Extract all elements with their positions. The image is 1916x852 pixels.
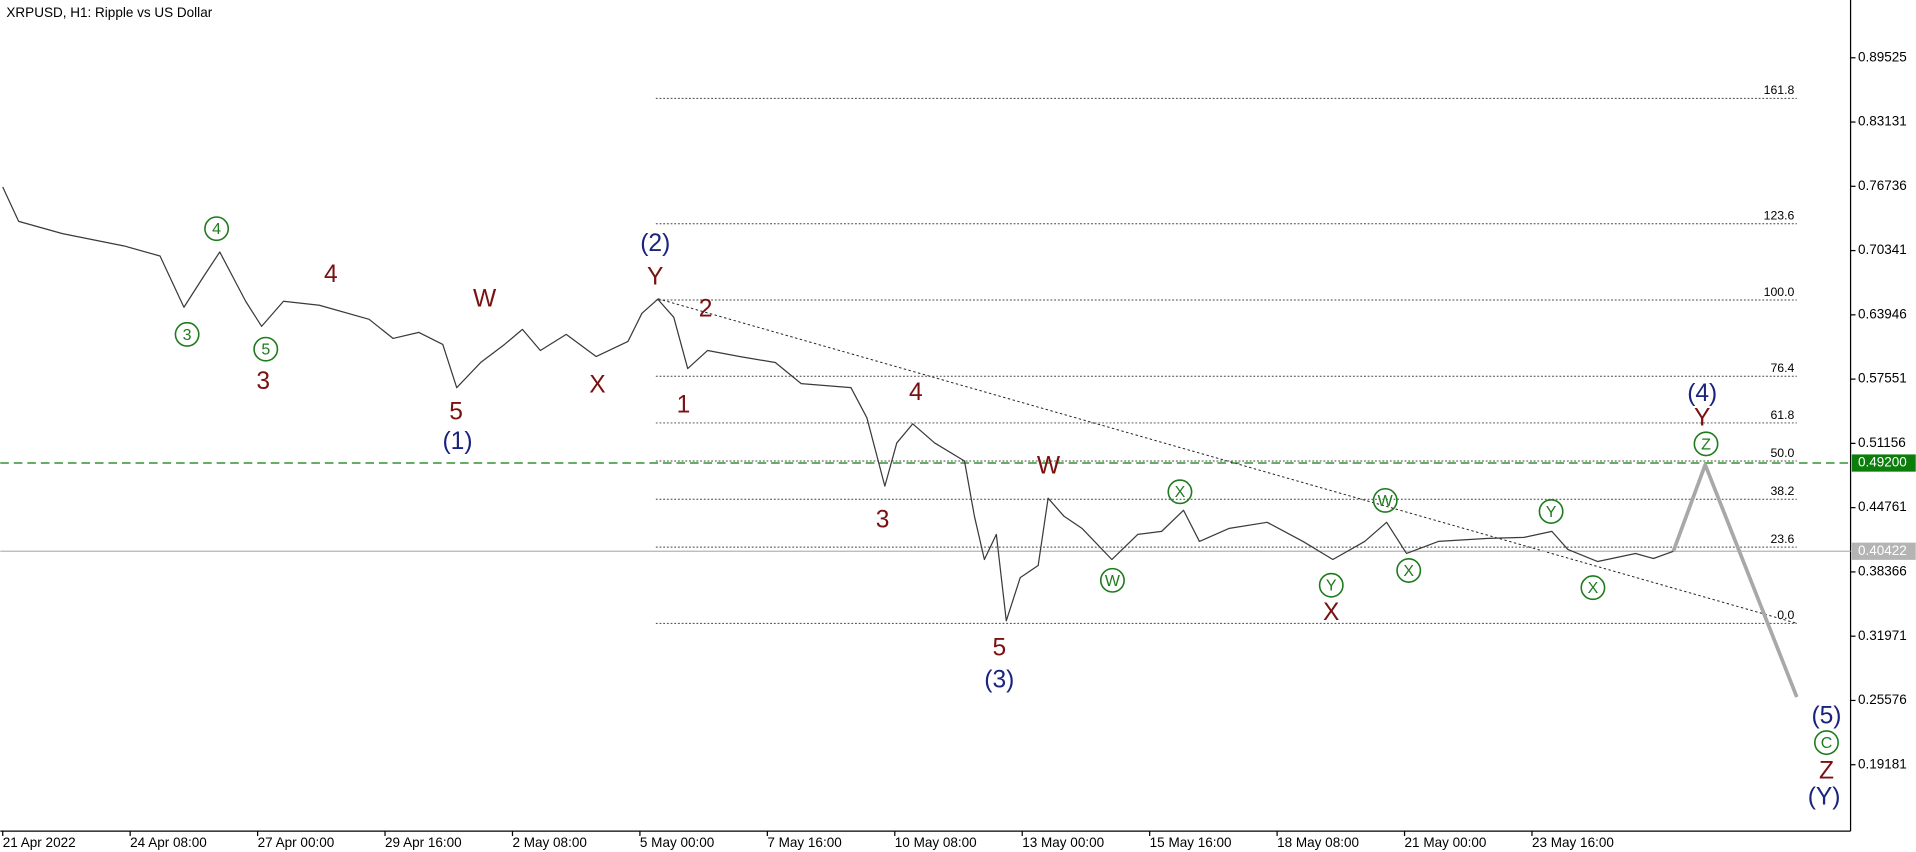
wave-label: (2) xyxy=(640,230,670,257)
wave-circle xyxy=(1396,557,1422,583)
fib-label: 38.2 xyxy=(1770,484,1794,498)
wave-label: 1 xyxy=(677,391,691,418)
y-tick-label: 0.57551 xyxy=(1858,371,1907,386)
fib-label: 123.6 xyxy=(1764,209,1795,223)
wave-label: Y xyxy=(1694,405,1710,432)
y-tick-label: 0.63946 xyxy=(1858,306,1907,321)
x-tick-label: 15 May 16:00 xyxy=(1150,835,1232,850)
y-tick-label: 0.51156 xyxy=(1858,435,1906,450)
wave-label: W xyxy=(1105,573,1121,590)
fib-label: 76.4 xyxy=(1770,361,1794,375)
x-tick-label: 7 May 16:00 xyxy=(767,835,841,850)
wave-circle xyxy=(1167,479,1193,505)
wave-circle xyxy=(1318,572,1344,598)
y-tick-label: 0.76736 xyxy=(1858,178,1907,193)
wave-label: X xyxy=(1588,580,1599,597)
y-tick-label: 0.44761 xyxy=(1858,499,1907,514)
wave-label: 3 xyxy=(876,507,890,534)
x-tick-label: 5 May 00:00 xyxy=(640,835,714,850)
y-tick-label: 0.89525 xyxy=(1858,49,1907,64)
y-tick-label: 0.38366 xyxy=(1858,563,1907,578)
x-tick-label: 2 May 08:00 xyxy=(512,835,586,850)
price-box xyxy=(1851,454,1916,472)
price-box-label: 0.40422 xyxy=(1858,543,1907,558)
fib-label: 23.6 xyxy=(1770,532,1794,546)
wave-label: W xyxy=(1378,493,1394,510)
wave-label: (5) xyxy=(1811,702,1841,729)
fib-label: 61.8 xyxy=(1770,408,1794,422)
x-tick-label: 29 Apr 16:00 xyxy=(385,835,462,850)
wave-label: X xyxy=(1403,563,1414,580)
wave-label: 4 xyxy=(909,379,923,406)
wave-label: Z xyxy=(1701,436,1711,453)
wave-circle xyxy=(204,216,230,242)
wave-label: 4 xyxy=(324,261,338,288)
x-tick-label: 21 Apr 2022 xyxy=(3,835,76,850)
wave-circle xyxy=(1538,498,1564,524)
wave-label: W xyxy=(473,285,497,312)
x-tick-label: 10 May 08:00 xyxy=(895,835,977,850)
price-box xyxy=(1851,542,1916,560)
wave-label: (3) xyxy=(984,667,1014,694)
price-box-label: 0.49200 xyxy=(1858,455,1907,470)
price-series xyxy=(2,186,1674,622)
x-tick-label: 27 Apr 00:00 xyxy=(258,835,335,850)
wave-label: 5 xyxy=(992,635,1006,662)
x-tick-label: 23 May 16:00 xyxy=(1532,835,1614,850)
wave-label: (4) xyxy=(1687,380,1717,407)
wave-circle xyxy=(174,321,200,347)
wave-label: X xyxy=(1175,484,1186,501)
wave-label: Y xyxy=(647,263,663,290)
chart-title: XRPUSD, H1: Ripple vs US Dollar xyxy=(6,5,212,20)
x-tick-label: 21 May 00:00 xyxy=(1405,835,1487,850)
wave-label: C xyxy=(1821,735,1833,752)
wave-circle xyxy=(1372,487,1398,513)
wave-circle xyxy=(1813,730,1839,756)
wave-label: (Y) xyxy=(1808,783,1841,810)
price-series xyxy=(1671,462,1799,698)
fib-label: 0.0 xyxy=(1777,608,1794,622)
x-tick-label: 18 May 08:00 xyxy=(1277,835,1359,850)
fib-label: 161.8 xyxy=(1764,83,1795,97)
wave-circle xyxy=(253,336,279,362)
x-tick-label: 24 Apr 08:00 xyxy=(130,835,207,850)
trend-line xyxy=(657,298,1797,624)
wave-label: 3 xyxy=(183,327,192,344)
y-tick-label: 0.83131 xyxy=(1858,114,1907,129)
wave-label: X xyxy=(1323,599,1339,626)
wave-label: 5 xyxy=(261,342,270,359)
wave-label: Y xyxy=(1546,504,1557,521)
y-tick-label: 0.19181 xyxy=(1858,756,1907,771)
y-tick-label: 0.31971 xyxy=(1858,628,1907,643)
wave-label: (1) xyxy=(442,428,472,455)
y-tick-label: 0.25576 xyxy=(1858,692,1907,707)
wave-circle xyxy=(1099,567,1125,593)
wave-circle xyxy=(1580,575,1606,601)
wave-circle xyxy=(1693,431,1719,457)
wave-label: Z xyxy=(1819,758,1834,785)
wave-label: W xyxy=(1037,453,1061,480)
fib-label: 100.0 xyxy=(1764,285,1795,299)
wave-label: 5 xyxy=(449,399,463,426)
x-tick-label: 13 May 00:00 xyxy=(1022,835,1104,850)
wave-label: Y xyxy=(1326,578,1337,595)
wave-label: 3 xyxy=(256,368,270,395)
wave-label: 4 xyxy=(212,221,221,238)
wave-label: X xyxy=(589,372,605,399)
wave-label: 2 xyxy=(699,295,713,322)
fib-label: 50.0 xyxy=(1770,446,1794,460)
y-tick-label: 0.70341 xyxy=(1858,242,1907,257)
